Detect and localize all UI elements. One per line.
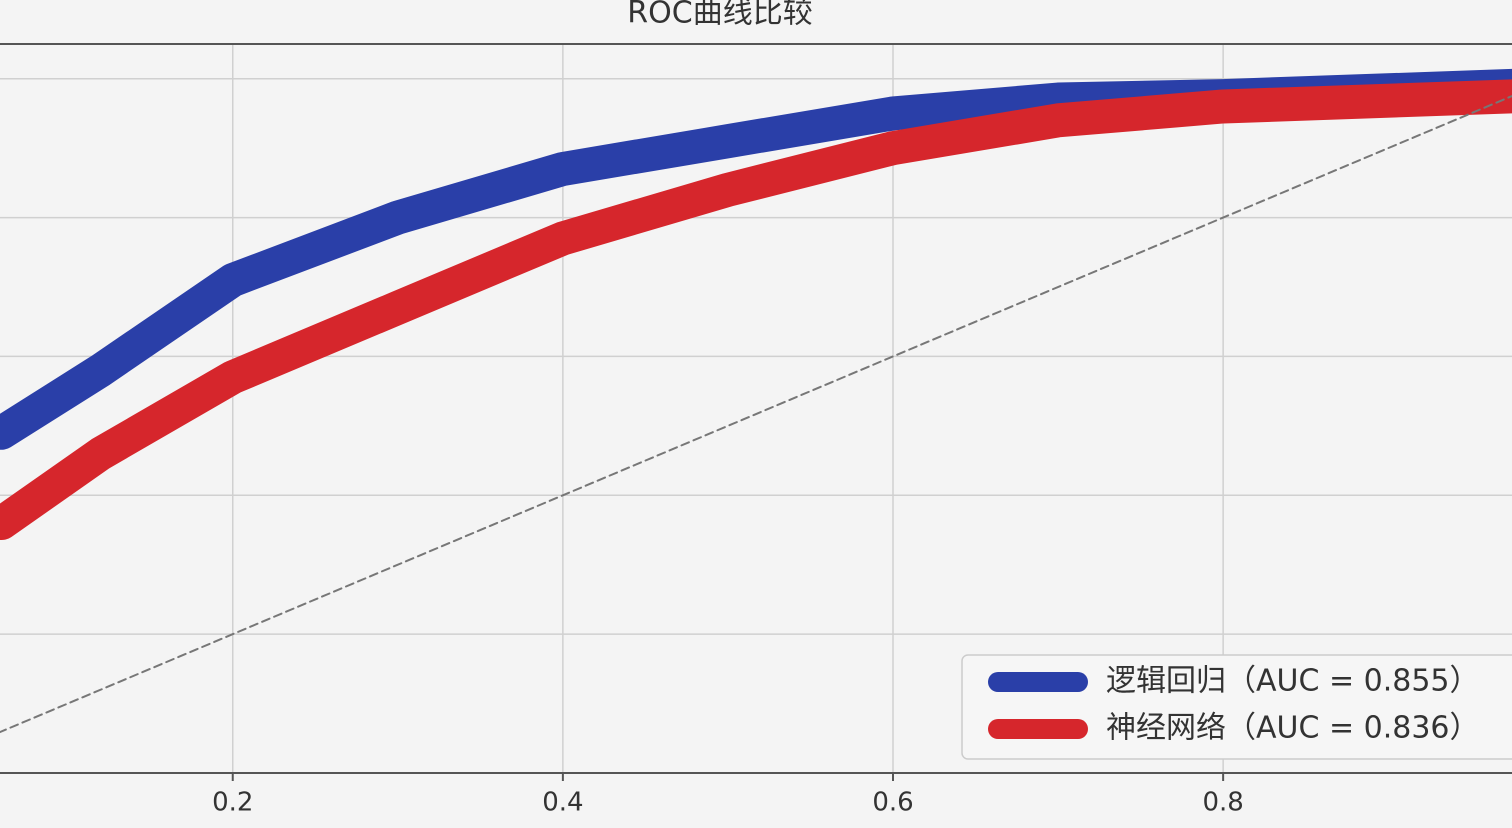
legend-box — [961, 654, 1512, 760]
legend-label: 逻辑回归（AUC = 0.855） — [1106, 664, 1480, 699]
roc-line — [0, 79, 1512, 541]
x-tick-label: 0.2 — [212, 788, 253, 818]
x-tick-label: 0.4 — [542, 788, 583, 818]
x-tick-label: 0.8 — [1202, 788, 1243, 818]
legend-label: 神经网络（AUC = 0.836） — [1106, 711, 1480, 746]
x-tick-label: 0.6 — [872, 788, 913, 818]
diagonal-line — [0, 94, 1512, 734]
chart-title: ROC曲线比较 — [627, 0, 812, 31]
